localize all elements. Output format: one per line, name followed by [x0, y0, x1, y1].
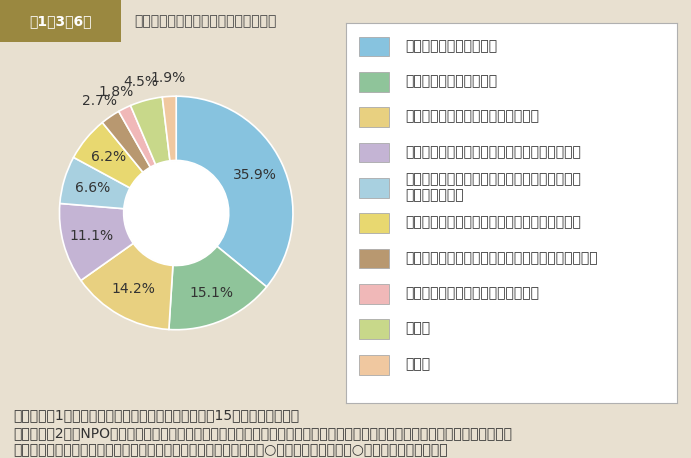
Text: 1.9%: 1.9% [151, 71, 186, 85]
Wedge shape [176, 96, 293, 287]
Text: 家族や職場の理解が得られないこと: 家族や職場の理解が得られないこと [405, 286, 539, 300]
Text: ことですか。あなたにとってあてはまるものに１つ○をお付け下さい。（○は１つ）」への回答。: ことですか。あなたにとってあてはまるものに１つ○をお付け下さい。（○は１つ）」へ… [14, 444, 448, 458]
Text: 1.8%: 1.8% [99, 85, 134, 98]
FancyBboxPatch shape [359, 319, 388, 339]
Text: 全く興味がわかないこと: 全く興味がわかないこと [405, 74, 498, 88]
Text: その他: その他 [405, 322, 430, 336]
Circle shape [124, 161, 228, 265]
FancyBboxPatch shape [359, 178, 388, 198]
Text: 身近に一緒に参加できる適当な人がいないこと: 身近に一緒に参加できる適当な人がいないこと [405, 215, 581, 229]
Wedge shape [131, 97, 170, 164]
FancyBboxPatch shape [359, 355, 388, 375]
FancyBboxPatch shape [0, 0, 121, 42]
Text: 15.1%: 15.1% [189, 286, 234, 300]
Text: 身近に団体や活動内容に関する情報がないこと: 身近に団体や活動内容に関する情報がないこと [405, 145, 581, 159]
FancyBboxPatch shape [359, 107, 388, 127]
FancyBboxPatch shape [359, 213, 388, 233]
Text: 4.5%: 4.5% [124, 75, 159, 89]
Wedge shape [169, 246, 267, 330]
Text: 無回答: 無回答 [405, 357, 430, 371]
Wedge shape [81, 243, 173, 329]
Wedge shape [162, 96, 176, 161]
FancyBboxPatch shape [359, 284, 388, 304]
FancyBboxPatch shape [359, 142, 388, 163]
Text: 14.2%: 14.2% [112, 283, 155, 296]
Wedge shape [60, 158, 130, 209]
Text: 地域の活動などへの参加を妨げる要因: 地域の活動などへの参加を妨げる要因 [135, 14, 277, 28]
FancyBboxPatch shape [359, 72, 388, 92]
Text: 11.1%: 11.1% [70, 229, 114, 243]
Wedge shape [102, 111, 151, 172]
Text: 活動する時間がないこと: 活動する時間がないこと [405, 39, 498, 53]
Text: 2．「NPOやボランティア，地域での活動に参加する際に苦労すること，または参加できない要因となることはどんな: 2．「NPOやボランティア，地域での活動に参加する際に苦労すること，または参加で… [14, 426, 513, 440]
Text: 35.9%: 35.9% [234, 169, 277, 182]
Text: 2.7%: 2.7% [82, 94, 117, 108]
FancyBboxPatch shape [359, 249, 388, 268]
Text: 身近に参加したいと思う適当な活動や共感する
団体がないこと: 身近に参加したいと思う適当な活動や共感する 団体がないこと [405, 172, 581, 202]
Text: 第1－3－6図: 第1－3－6図 [29, 14, 92, 28]
Wedge shape [119, 105, 155, 167]
Text: 6.2%: 6.2% [91, 150, 126, 164]
Text: （備考）　1．内閣府「国民生活選好度調査」（平成15年度）より作成。: （備考） 1．内閣府「国民生活選好度調査」（平成15年度）より作成。 [14, 408, 300, 422]
Text: 6.6%: 6.6% [75, 181, 110, 195]
FancyBboxPatch shape [359, 37, 388, 56]
Text: 参加するきっかけが得られないこと: 参加するきっかけが得られないこと [405, 109, 539, 123]
Text: 活動によって得られるメリットが期待できないこと: 活動によって得られるメリットが期待できないこと [405, 251, 598, 265]
Wedge shape [59, 203, 133, 280]
Wedge shape [73, 123, 143, 188]
